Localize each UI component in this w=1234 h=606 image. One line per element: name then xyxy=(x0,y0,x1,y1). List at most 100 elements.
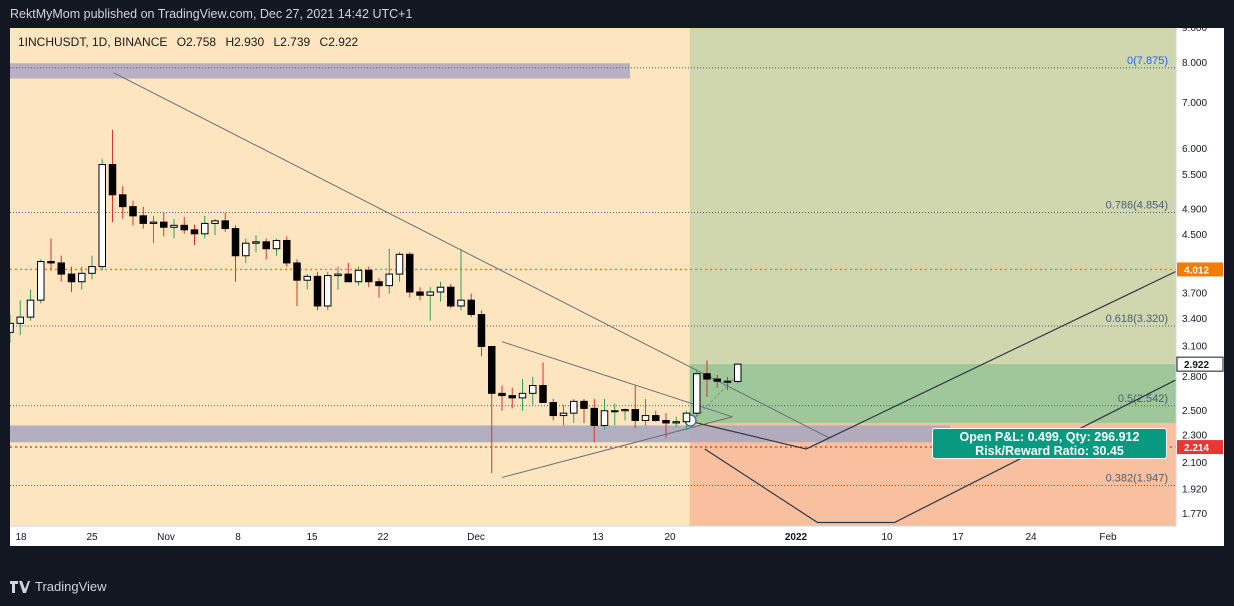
support-zone xyxy=(10,425,950,443)
candle-body xyxy=(559,412,568,417)
projection-path-upper xyxy=(686,266,1187,450)
candle-body xyxy=(313,275,322,307)
open-value: O2.758 xyxy=(176,35,217,49)
price-tag-label: 2.214 xyxy=(1184,443,1209,454)
candle-body xyxy=(221,220,229,230)
candle-body xyxy=(488,345,496,394)
candle-body xyxy=(262,241,270,250)
low-value: L2.739 xyxy=(273,35,311,49)
fib-level-label: 0(7.875) xyxy=(1127,55,1168,67)
candle-body xyxy=(590,407,598,426)
price-tick-label: 2.500 xyxy=(1182,406,1207,417)
candle-body xyxy=(631,409,639,421)
high-value: H2.930 xyxy=(225,35,265,49)
price-tick-label: 4.500 xyxy=(1182,230,1207,241)
candle-body xyxy=(375,281,383,287)
candle-body xyxy=(662,419,670,424)
price-tag xyxy=(1177,440,1223,455)
candle-body xyxy=(365,269,373,283)
candle-body xyxy=(611,410,619,413)
candle-body xyxy=(549,402,557,417)
candle-body xyxy=(67,273,76,283)
price-tick-label: 2.300 xyxy=(1182,431,1207,442)
candle-body xyxy=(170,224,178,228)
fib-level-label: 0.5(2.542) xyxy=(1118,393,1168,405)
price-tick-label: 3.400 xyxy=(1182,314,1207,325)
time-tick-label: 2022 xyxy=(785,532,808,543)
candle-body xyxy=(47,260,55,264)
candle-body xyxy=(426,291,434,296)
candle-body xyxy=(570,400,578,414)
time-tick-label: 25 xyxy=(86,532,98,543)
candle-body xyxy=(703,373,711,380)
candle-body xyxy=(447,286,455,307)
candle-body xyxy=(129,206,137,217)
footer-bar xyxy=(0,570,1234,606)
time-axis xyxy=(10,526,1224,546)
price-tick-label: 1.770 xyxy=(1182,509,1207,520)
price-tag xyxy=(1176,356,1224,372)
candle-body xyxy=(652,415,660,421)
candle-body xyxy=(88,266,96,274)
price-tag-label: 4.012 xyxy=(1184,265,1209,276)
price-tag xyxy=(1177,262,1223,277)
candle-body xyxy=(108,163,117,196)
candle-body xyxy=(98,163,106,268)
brand-text: TradingView xyxy=(35,579,107,594)
price-tick-label: 3.700 xyxy=(1182,289,1207,300)
candle-body xyxy=(467,299,475,316)
price-axis xyxy=(1176,28,1224,546)
candle-body xyxy=(354,269,363,283)
candle-body xyxy=(303,275,311,281)
candle-body xyxy=(190,229,199,235)
candle-body xyxy=(201,222,209,235)
time-tick-label: 15 xyxy=(306,532,318,543)
price-tag-label: 2.922 xyxy=(1184,360,1209,371)
candle-body xyxy=(672,421,680,424)
candle-body xyxy=(641,415,650,421)
candle-body xyxy=(272,239,281,250)
candle-body xyxy=(498,392,506,397)
candle-body xyxy=(26,299,35,318)
candle-body xyxy=(518,392,527,399)
time-tick-label: 8 xyxy=(235,532,241,543)
candle-body xyxy=(344,273,352,283)
resistance-zone xyxy=(10,63,630,79)
price-tick-label: 5.500 xyxy=(1182,170,1207,181)
price-tick-label: 7.000 xyxy=(1182,98,1207,109)
time-tick-label: 24 xyxy=(1025,532,1037,543)
candle-body xyxy=(149,221,158,224)
candle-body xyxy=(283,239,291,264)
candle-body xyxy=(139,215,147,224)
candle-body xyxy=(16,316,24,324)
candle-body xyxy=(723,380,732,383)
candle-body xyxy=(10,322,14,333)
price-tick-label: 4.900 xyxy=(1182,205,1207,216)
tradingview-logo[interactable]: TradingView xyxy=(10,579,107,594)
candle-body xyxy=(57,262,65,275)
candle-body xyxy=(682,412,691,423)
candle-body xyxy=(252,241,260,244)
time-tick-label: 10 xyxy=(881,532,893,543)
publish-header: RektMyMom published on TradingView.com, … xyxy=(0,0,1234,28)
time-tick-label: 20 xyxy=(664,532,676,543)
price-chart[interactable]: 0(7.875) 0.786(4.854) 0.618(3.320) 0.5(2.54… xyxy=(10,28,1224,546)
candle-body xyxy=(416,291,424,296)
position-stats: Open P&L: 0.499, Qty: 296.912 Risk/Rewar… xyxy=(932,428,1167,459)
candle-body xyxy=(600,410,609,426)
candle-body xyxy=(160,221,168,228)
candle-body xyxy=(580,400,588,409)
time-tick-label: 17 xyxy=(952,532,964,543)
candle-body xyxy=(334,273,342,277)
trendline-lower xyxy=(501,416,733,478)
candle-body xyxy=(119,194,127,208)
candle-body xyxy=(211,220,219,224)
candle-body xyxy=(324,275,332,307)
candle-body xyxy=(37,260,45,301)
candle-body xyxy=(477,314,486,347)
time-tick-label: 13 xyxy=(592,532,604,543)
candle-body xyxy=(180,224,188,231)
chart-pane[interactable]: 0(7.875) 0.786(4.854) 0.618(3.320) 0.5(2.54… xyxy=(10,28,1224,546)
rr-text: Risk/Reward Ratio: 30.45 xyxy=(975,444,1124,458)
candle-body xyxy=(78,272,86,283)
